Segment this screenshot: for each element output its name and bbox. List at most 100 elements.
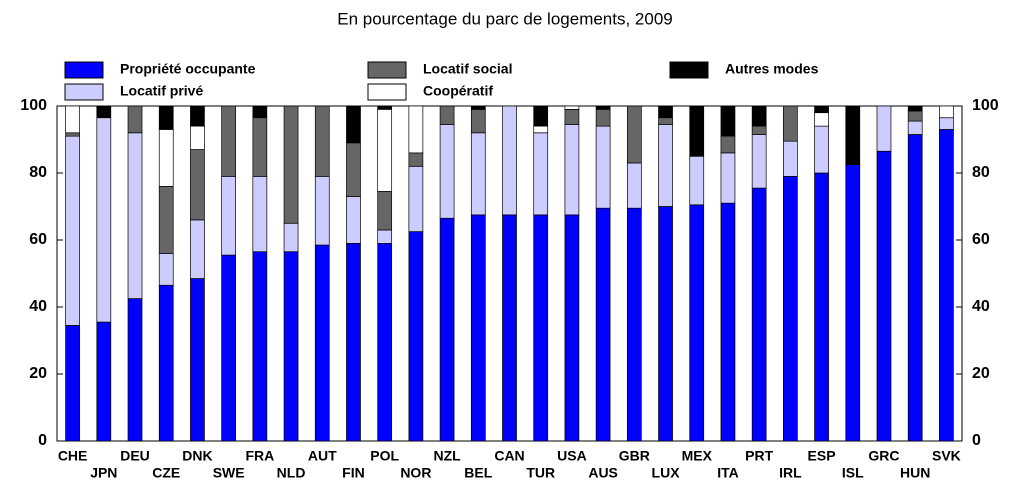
legend-label: Autres modes: [725, 61, 819, 77]
bar-segment: [814, 112, 829, 127]
legend-label: Coopératif: [423, 83, 493, 99]
y-tick-label: 40: [29, 298, 47, 315]
bar-segment: [158, 129, 174, 187]
x-tick-label: CHE: [58, 448, 88, 464]
x-tick-label: GBR: [619, 448, 650, 464]
bar-segment: [346, 142, 361, 197]
bar-segment: [470, 132, 486, 216]
x-tick-label: USA: [557, 448, 587, 464]
bar-segment: [96, 105, 112, 119]
bar-segment: [564, 105, 580, 110]
bar-segment: [876, 150, 892, 442]
bar-segment: [96, 117, 112, 323]
legend-label: Propriété occupante: [120, 61, 256, 77]
bar-segment: [439, 105, 455, 125]
chart-title: En pourcentage du parc de logements, 200…: [337, 9, 673, 28]
x-tick-label: FRA: [245, 448, 274, 464]
x-tick-label: DEU: [120, 448, 150, 464]
y2-tick-label: 100: [972, 97, 999, 114]
bar-segment: [314, 244, 330, 442]
x-tick-label: AUS: [588, 465, 618, 481]
y-tick-label: 60: [29, 231, 47, 248]
x-tick-label: ITA: [717, 465, 739, 481]
bar-segment: [439, 217, 455, 442]
bar-segment: [689, 155, 705, 206]
bar-segment: [626, 207, 642, 442]
bar-segment: [751, 134, 767, 189]
bar-segment: [252, 105, 268, 119]
bar-segment: [907, 120, 923, 135]
bar-segment: [751, 187, 767, 442]
x-tick-label: CZE: [152, 465, 180, 481]
bar-segment: [939, 117, 954, 130]
x-tick-label: MEX: [682, 448, 713, 464]
bar-segment: [283, 251, 299, 442]
bar-segment: [127, 105, 143, 134]
legend-swatch: [367, 61, 407, 79]
bar-segment: [533, 214, 549, 442]
bar-segment: [283, 222, 299, 253]
bar-segment: [907, 105, 923, 112]
x-tick-label: JPN: [90, 465, 117, 481]
bar-segment: [190, 105, 205, 127]
bar-segment: [470, 108, 486, 134]
bar-segment: [65, 105, 80, 134]
y-tick-label: 20: [29, 365, 47, 382]
bar-segment: [595, 105, 611, 110]
y2-tick-label: 40: [972, 298, 990, 315]
bar-segment: [158, 105, 174, 130]
bar-segment: [377, 191, 393, 231]
bar-segment: [595, 108, 611, 127]
bar-segment: [720, 202, 736, 442]
bar-segment: [346, 196, 361, 244]
bar-segment: [720, 152, 736, 204]
bar-segment: [190, 125, 205, 150]
y-tick-label: 80: [29, 164, 47, 181]
bar-segment: [190, 278, 205, 442]
bar-segment: [283, 105, 299, 224]
bar-segment: [845, 164, 861, 442]
bar-segment: [377, 108, 393, 192]
bar-segment: [408, 165, 424, 232]
bar-segment: [751, 105, 767, 127]
bar-segment: [190, 219, 205, 279]
bar-segment: [158, 253, 174, 286]
x-tick-label: POL: [370, 448, 399, 464]
bar-segment: [564, 124, 580, 216]
bar-segment: [845, 105, 861, 165]
bar-segment: [65, 135, 80, 326]
bar-segment: [377, 229, 393, 244]
bar-segment: [626, 162, 642, 209]
bar-segment: [533, 105, 549, 127]
bar-segment: [127, 132, 143, 299]
bar-segment: [96, 321, 112, 442]
bar-segment: [65, 132, 80, 137]
x-tick-label: SVK: [932, 448, 961, 464]
bar-segment: [65, 325, 80, 442]
bar-segment: [814, 172, 829, 442]
bar-segment: [907, 110, 923, 122]
x-tick-label: CAN: [494, 448, 524, 464]
bar-segment: [408, 152, 424, 167]
x-tick-label: PRT: [745, 448, 773, 464]
x-tick-label: TUR: [526, 465, 555, 481]
bar-segment: [783, 176, 798, 442]
bar-segment: [502, 214, 517, 442]
bar-segment: [939, 105, 954, 119]
y2-tick-label: 0: [972, 432, 981, 449]
bar-segment: [564, 214, 580, 442]
x-tick-label: SWE: [213, 465, 245, 481]
x-tick-label: NZL: [433, 448, 461, 464]
x-tick-label: FIN: [342, 465, 365, 481]
bar-segment: [689, 105, 705, 157]
x-tick-label: GRC: [868, 448, 899, 464]
bar-segment: [158, 284, 174, 442]
bar-segment: [408, 105, 424, 154]
bar-segment: [939, 129, 954, 442]
bar-segment: [252, 251, 268, 442]
x-tick-label: ISL: [842, 465, 864, 481]
bar-segment: [314, 176, 330, 246]
bar-segment: [658, 124, 673, 207]
bar-segment: [221, 105, 236, 177]
